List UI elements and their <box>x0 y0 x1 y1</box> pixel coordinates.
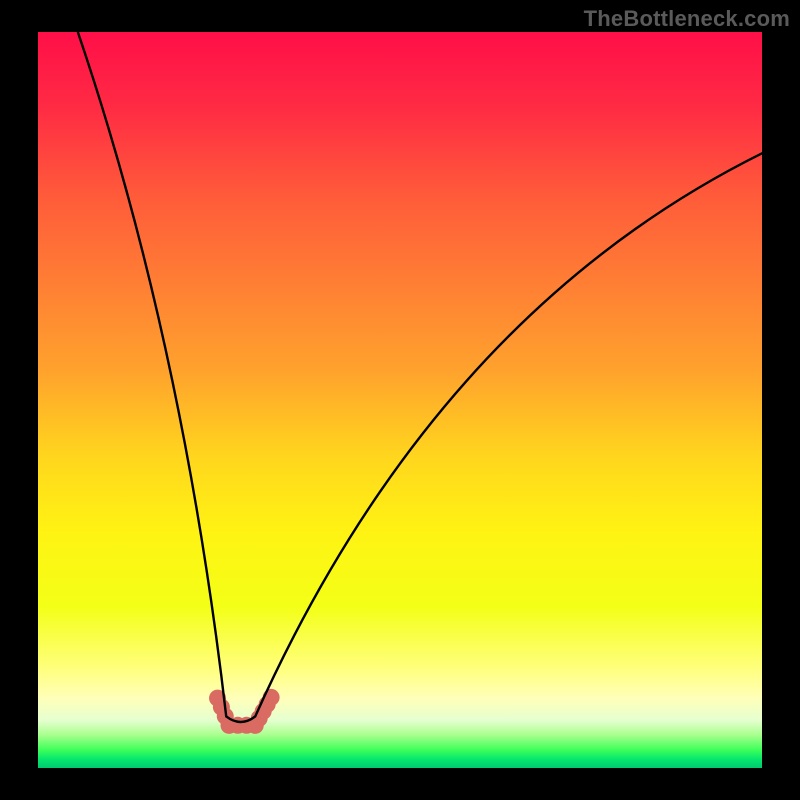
plot-background <box>38 32 762 768</box>
bottleneck-chart <box>0 0 800 800</box>
watermark-text: TheBottleneck.com <box>584 6 790 32</box>
stage: TheBottleneck.com <box>0 0 800 800</box>
